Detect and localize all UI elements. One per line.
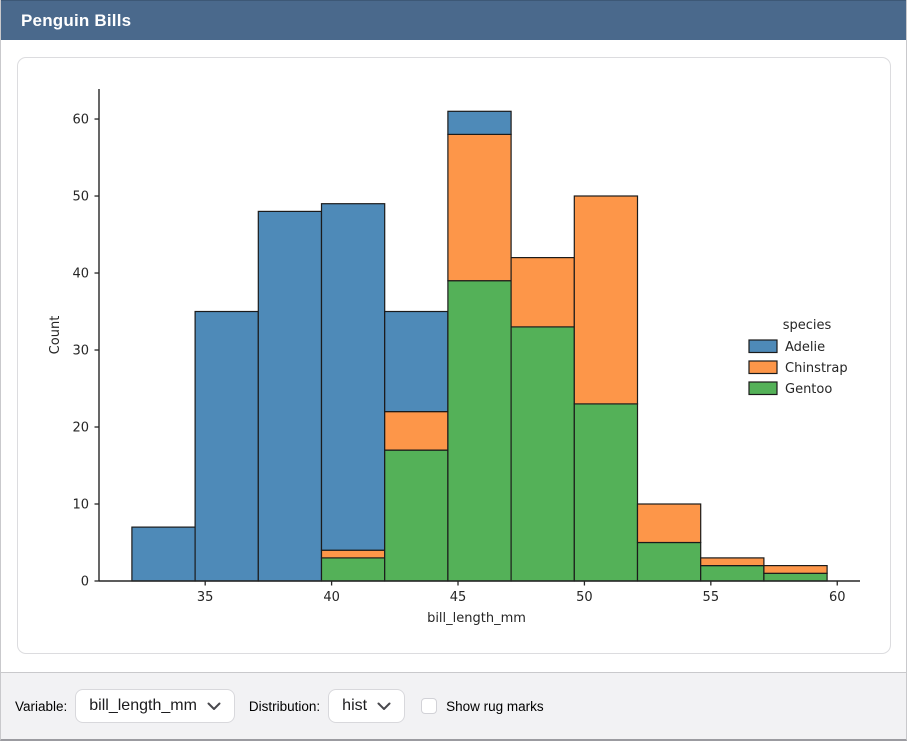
svg-text:Gentoo: Gentoo bbox=[785, 382, 832, 397]
bar-segment-adelie bbox=[384, 310, 449, 413]
svg-text:0: 0 bbox=[81, 575, 89, 590]
bar-segment-gentoo bbox=[384, 449, 449, 582]
distribution-select[interactable]: hist bbox=[328, 689, 406, 723]
bar-segment-adelie bbox=[320, 203, 386, 551]
bar-segment-chinstrap bbox=[700, 557, 765, 567]
bar-segment-chinstrap bbox=[636, 503, 702, 544]
bar-segment-chinstrap bbox=[384, 411, 449, 451]
title-bar: Penguin Bills bbox=[1, 0, 906, 40]
distribution-label: Distribution: bbox=[248, 698, 321, 714]
y-axis: 0 10 20 30 40 50 60 Count bbox=[48, 113, 99, 590]
legend-swatch-adelie bbox=[748, 339, 778, 354]
legend-swatch-gentoo bbox=[748, 381, 778, 396]
control-bar: Variable: bill_length_mm Distribution: h… bbox=[1, 672, 906, 739]
svg-text:30: 30 bbox=[72, 344, 89, 359]
bar-segment-adelie bbox=[194, 310, 259, 582]
svg-text:50: 50 bbox=[72, 190, 89, 205]
bar-segment-gentoo bbox=[510, 326, 575, 582]
bar-segment-chinstrap bbox=[573, 195, 639, 405]
bar-segment-adelie bbox=[257, 210, 323, 582]
bar-segment-adelie bbox=[447, 110, 512, 135]
svg-text:Chinstrap: Chinstrap bbox=[785, 361, 848, 376]
svg-text:40: 40 bbox=[323, 590, 340, 605]
bar-segment-chinstrap bbox=[763, 565, 828, 574]
svg-text:35: 35 bbox=[197, 590, 214, 605]
histogram-chart: 35 40 45 50 55 60 bill_length_mm 0 10 20 30 40 50 60 C… bbox=[48, 89, 860, 626]
axes bbox=[98, 89, 860, 582]
svg-text:55: 55 bbox=[703, 590, 720, 605]
variable-label: Variable: bbox=[15, 698, 68, 714]
bar-segment-gentoo bbox=[320, 557, 386, 582]
histogram-bars bbox=[131, 110, 828, 582]
svg-text:20: 20 bbox=[72, 421, 89, 436]
bar-segment-gentoo bbox=[763, 572, 828, 582]
bar-segment-chinstrap bbox=[447, 133, 512, 282]
svg-text:45: 45 bbox=[450, 590, 467, 605]
svg-text:60: 60 bbox=[72, 113, 89, 128]
svg-text:species: species bbox=[783, 318, 832, 333]
page-title: Penguin Bills bbox=[21, 10, 132, 30]
svg-text:40: 40 bbox=[72, 267, 89, 282]
bar-segment-chinstrap bbox=[510, 257, 575, 328]
svg-text:bill_length_mm: bill_length_mm bbox=[427, 611, 526, 626]
chevron-down-icon bbox=[377, 702, 391, 711]
chevron-down-icon bbox=[207, 702, 221, 711]
show-rug-checkbox[interactable] bbox=[421, 698, 438, 714]
bar-segment-gentoo bbox=[700, 565, 765, 582]
svg-text:Adelie: Adelie bbox=[785, 340, 825, 355]
show-rug-label: Show rug marks bbox=[446, 698, 544, 714]
bar-segment-gentoo bbox=[447, 280, 512, 582]
bar-segment-gentoo bbox=[573, 403, 639, 582]
legend-swatch-chinstrap bbox=[748, 360, 778, 375]
variable-select[interactable]: bill_length_mm bbox=[75, 689, 235, 723]
chart-panel: 35 40 45 50 55 60 bill_length_mm 0 10 20 30 40 50 60 C… bbox=[17, 57, 891, 654]
distribution-select-value: hist bbox=[342, 697, 368, 714]
variable-select-value: bill_length_mm bbox=[89, 697, 197, 714]
svg-text:60: 60 bbox=[829, 590, 846, 605]
svg-text:Count: Count bbox=[48, 316, 63, 355]
bar-segment-gentoo bbox=[636, 541, 702, 582]
svg-text:10: 10 bbox=[72, 498, 89, 513]
x-axis: 35 40 45 50 55 60 bill_length_mm bbox=[197, 581, 846, 626]
legend: species Adelie Chinstrap Gentoo bbox=[748, 318, 848, 397]
bar-segment-chinstrap bbox=[320, 549, 386, 559]
bar-segment-adelie bbox=[131, 526, 196, 582]
svg-text:50: 50 bbox=[576, 590, 593, 605]
